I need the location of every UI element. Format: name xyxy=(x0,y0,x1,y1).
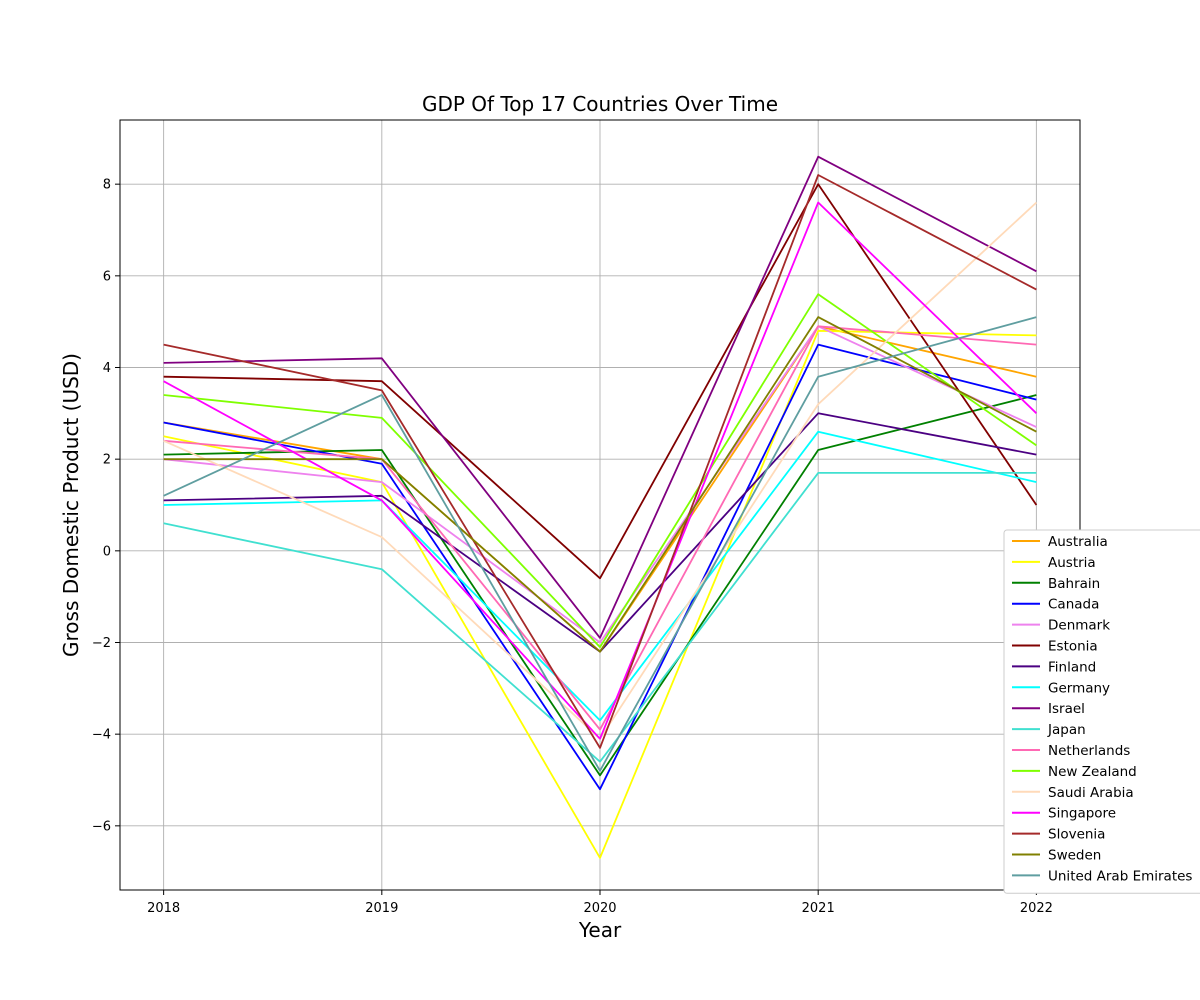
series-line-denmark xyxy=(163,325,1037,644)
legend-label: Singapore xyxy=(1048,806,1116,822)
legend-label: New Zealand xyxy=(1048,764,1137,780)
series-line-singapore xyxy=(163,201,1038,740)
legend-label: Bahrain xyxy=(1048,576,1100,592)
y-tick-label: −6 xyxy=(92,819,111,834)
y-axis-ticks: −6 −4 −2 0 2 4 6 8 xyxy=(92,178,120,834)
series-line-united-arab-emirates xyxy=(163,316,1037,772)
series-line-sweden xyxy=(163,316,1037,653)
legend-label: Netherlands xyxy=(1048,743,1130,759)
legend-label: Israel xyxy=(1048,701,1085,717)
series-lines xyxy=(163,155,1038,859)
y-tick-label: 6 xyxy=(103,269,111,284)
y-tick-label: −4 xyxy=(92,728,111,743)
legend: Australia Austria Bahrain Canada Denmark Esto… xyxy=(1003,529,1200,894)
series-line-netherlands xyxy=(163,325,1037,731)
legend-label: Sweden xyxy=(1048,848,1101,864)
chart-title: GDP Of Top 17 Countries Over Time xyxy=(422,92,778,116)
x-axis-ticks: 2018 2019 2020 2021 2022 xyxy=(147,890,1053,916)
x-tick-label: 2019 xyxy=(365,901,398,916)
x-tick-label: 2018 xyxy=(147,901,180,916)
legend-label: Canada xyxy=(1048,597,1099,613)
legend-label: Germany xyxy=(1048,680,1110,696)
legend-label: Slovenia xyxy=(1048,827,1105,843)
y-tick-label: 0 xyxy=(103,544,111,559)
series-line-slovenia xyxy=(163,174,1037,749)
x-axis-label: Year xyxy=(578,918,622,942)
x-tick-label: 2021 xyxy=(802,901,835,916)
legend-box xyxy=(1003,529,1200,894)
x-tick-label: 2022 xyxy=(1020,901,1053,916)
series-line-bahrain xyxy=(163,394,1037,777)
legend-label: Australia xyxy=(1048,534,1108,550)
series-line-israel xyxy=(163,155,1037,639)
series-line-canada xyxy=(163,343,1037,791)
x-tick-label: 2020 xyxy=(583,901,616,916)
series-line-germany xyxy=(163,430,1037,722)
legend-label: Finland xyxy=(1048,659,1096,675)
legend-label: Austria xyxy=(1048,555,1096,571)
y-tick-label: 2 xyxy=(103,453,111,468)
y-tick-label: 4 xyxy=(103,361,111,376)
y-tick-label: −2 xyxy=(92,636,111,651)
series-line-new-zealand xyxy=(163,293,1037,648)
legend-label: Estonia xyxy=(1048,639,1098,655)
y-axis-label: Gross Domestic Product (USD) xyxy=(59,353,83,657)
legend-label: Japan xyxy=(1047,722,1086,738)
legend-label: United Arab Emirates xyxy=(1048,868,1192,884)
legend-label: Saudi Arabia xyxy=(1048,785,1134,801)
y-tick-label: 8 xyxy=(103,178,111,193)
series-line-japan xyxy=(163,471,1037,763)
series-line-estonia xyxy=(163,183,1038,580)
legend-label: Denmark xyxy=(1048,618,1110,634)
